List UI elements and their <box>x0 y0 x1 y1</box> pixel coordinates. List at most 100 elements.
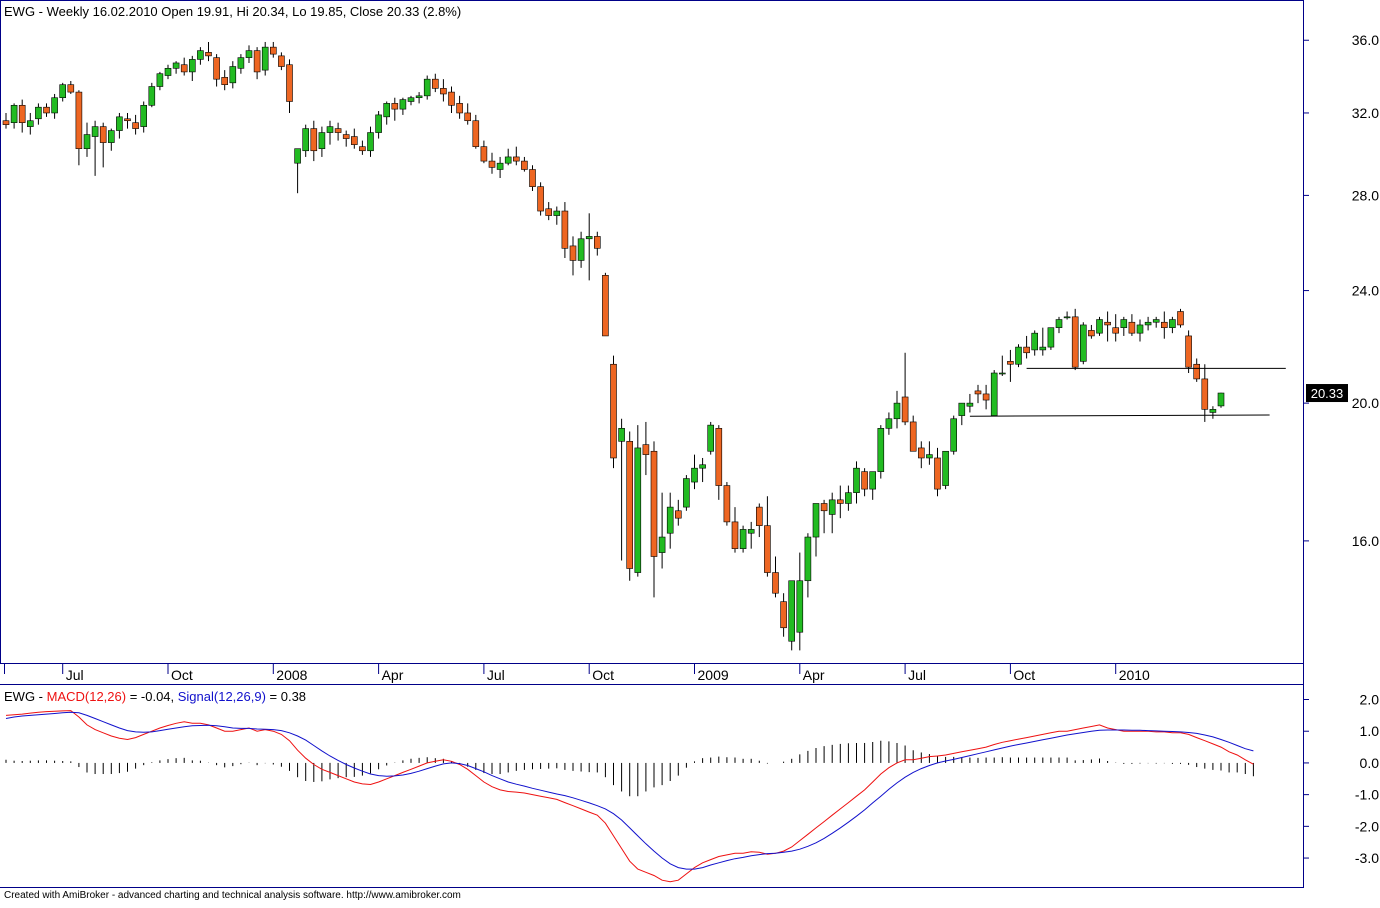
candle <box>205 41 212 62</box>
candle <box>836 485 844 519</box>
candle-body-down <box>1104 321 1111 326</box>
candle-body-down <box>1088 330 1095 337</box>
candle <box>148 82 156 108</box>
candle-body-up <box>261 46 269 71</box>
candle <box>1063 311 1071 320</box>
candle <box>683 475 690 511</box>
candle-body-up <box>990 372 998 416</box>
candle-body-up <box>796 580 804 633</box>
candle-body-up <box>496 162 504 170</box>
candle-body-up <box>302 128 310 152</box>
candle <box>731 507 739 553</box>
x-axis-tick-label: Apr <box>382 667 404 683</box>
candle-body-up <box>91 126 99 137</box>
candle-body-up <box>804 536 812 582</box>
candle <box>124 112 131 129</box>
candle-body-down <box>861 471 868 490</box>
candle <box>1128 314 1136 336</box>
candle <box>18 99 26 133</box>
candle-body-up <box>691 467 698 483</box>
candle <box>326 120 334 145</box>
candle-body-up <box>853 467 860 493</box>
candle-body-up <box>108 130 115 143</box>
x-axis-tick-label: Oct <box>1013 667 1035 683</box>
candle-body-down <box>650 450 658 557</box>
candle <box>707 421 715 455</box>
candle-body-up <box>658 536 666 553</box>
candle <box>35 103 42 125</box>
candle <box>634 425 642 577</box>
candle <box>796 552 804 651</box>
candle <box>180 57 188 76</box>
candle-body-up <box>229 66 237 84</box>
candle-body-down <box>755 506 763 526</box>
candle-body-down <box>488 160 496 168</box>
candle-body-up <box>845 492 852 504</box>
macd-series-value: = -0.04, <box>126 689 178 704</box>
candle-body-down <box>464 112 472 122</box>
candle-body-down <box>448 91 455 106</box>
candle <box>885 412 893 435</box>
candle-body-up <box>1144 321 1152 326</box>
x-axis-tick-label: Jul <box>908 667 926 683</box>
candle <box>577 231 585 268</box>
candle <box>820 499 828 534</box>
candle <box>448 86 455 113</box>
trendline[interactable] <box>969 414 1270 417</box>
candle <box>431 73 439 93</box>
candle <box>699 457 706 483</box>
candle <box>1088 324 1095 339</box>
x-axis-tick-label: Oct <box>592 667 614 683</box>
candle <box>1120 316 1128 336</box>
candle <box>1201 364 1209 422</box>
candle <box>642 421 650 476</box>
candle <box>691 454 698 490</box>
candle <box>1177 308 1184 328</box>
candle <box>998 355 1006 376</box>
candle-body-up <box>26 120 34 127</box>
candle-body-up <box>958 402 966 416</box>
price-axis: 36.0 32.0 28.0 24.0 20.0 16.0 <box>1304 32 1379 549</box>
candle <box>132 114 139 135</box>
candle-body-down <box>674 510 682 519</box>
price-axis-tick-label: 32.0 <box>1352 105 1379 121</box>
candle-body-up <box>926 454 933 459</box>
candle-body-down <box>132 122 139 129</box>
candle-body-down <box>1023 346 1030 354</box>
candle-body-down <box>820 503 828 512</box>
candle-body-down <box>974 390 982 395</box>
candle <box>529 165 536 192</box>
candle <box>464 103 472 125</box>
candle-body-down <box>1071 316 1079 368</box>
candle <box>602 272 609 337</box>
candle-body-down <box>1177 311 1184 326</box>
candle-body-up <box>51 97 58 114</box>
candle <box>893 390 901 429</box>
candle-body-up <box>237 57 245 69</box>
candle-body-up <box>1169 319 1176 328</box>
candle <box>723 482 731 526</box>
candle <box>666 492 674 549</box>
candle <box>658 492 666 569</box>
candle-body-down <box>909 421 917 452</box>
candle-body-down <box>569 245 577 261</box>
x-axis: Jul Oct 2008 Apr Jul Oct 2009 Apr Jul Oct 2010 <box>4 664 1150 683</box>
candle-body-down <box>221 77 228 85</box>
candle <box>626 431 634 581</box>
candle-body-up <box>1080 324 1087 362</box>
x-axis-tick-label: 2009 <box>698 667 729 683</box>
candle-body-down <box>205 52 212 57</box>
candle <box>1209 406 1217 419</box>
candle <box>480 140 488 164</box>
candle-body-up <box>294 148 301 164</box>
candle <box>764 496 771 577</box>
candle-body-up <box>59 84 67 99</box>
candle-body-up <box>504 156 512 164</box>
candle <box>909 415 917 452</box>
price-panel-frame <box>0 0 1304 664</box>
candle-body-up <box>699 464 706 469</box>
candle <box>1023 335 1030 359</box>
macd-title-prefix: EWG - <box>4 689 47 704</box>
candle-body-down <box>253 50 261 73</box>
candle <box>537 182 544 216</box>
